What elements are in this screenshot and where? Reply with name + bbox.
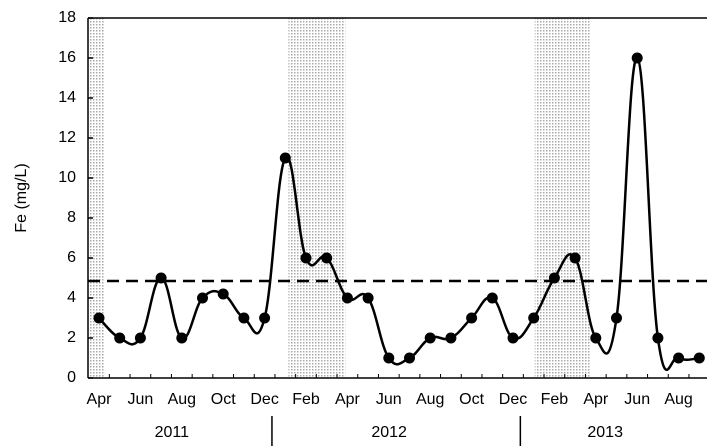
y-tick-label: 0 [67,369,76,386]
y-tick-label: 2 [67,329,76,346]
data-point [424,332,436,344]
data-point [300,252,312,264]
shaded-range [534,18,590,378]
x-tick-label: Aug [168,391,196,408]
data-point [176,332,188,344]
y-tick-label: 8 [67,209,76,226]
y-tick-label: 16 [58,49,76,66]
data-point [93,312,105,324]
data-point [279,152,291,164]
data-point [466,312,478,324]
year-label: 2012 [371,424,407,441]
x-tick-label: Oct [459,391,484,408]
data-point [362,292,374,304]
data-point [569,252,581,264]
data-point [486,292,498,304]
y-axis-label: Fe (mg/L) [13,163,30,232]
data-point [217,288,229,300]
data-point [631,52,643,64]
data-point [507,332,519,344]
y-tick-label: 14 [58,89,76,106]
x-tick-label: Aug [664,391,692,408]
x-tick-label: Feb [292,391,320,408]
shaded-range [88,18,105,378]
data-point [548,272,560,284]
x-tick-label: Jun [376,391,402,408]
x-tick-label: Jun [128,391,154,408]
data-point [321,252,333,264]
data-point [652,332,664,344]
data-point [114,332,126,344]
series-line [98,56,700,371]
data-point [383,352,395,364]
x-tick-label: Aug [416,391,444,408]
data-point [238,312,250,324]
data-point [197,292,208,304]
data-point [134,332,146,344]
data-point [528,312,540,324]
data-point [673,352,685,364]
x-tick-label: Dec [499,391,527,408]
x-tick-label: Oct [211,391,236,408]
year-label: 2013 [587,424,623,441]
data-point [404,352,415,364]
x-tick-label: Apr [583,391,609,408]
data-point [590,332,602,344]
x-tick-label: Apr [87,391,113,408]
x-tick-label: Dec [250,391,278,408]
x-tick-label: Feb [541,391,569,408]
y-tick-label: 6 [67,249,76,266]
shaded-range [288,18,346,378]
x-tick-label: Apr [335,391,361,408]
data-point [259,312,271,324]
y-tick-label: 4 [67,289,76,306]
y-tick-label: 18 [58,9,76,26]
y-tick-label: 12 [58,129,76,146]
data-point [445,332,457,344]
year-label: 2011 [155,424,190,441]
x-tick-label: Jun [624,391,650,408]
data-point [611,312,622,324]
data-point [693,352,705,364]
data-point [341,292,353,304]
y-tick-label: 10 [58,169,76,186]
data-point [155,272,167,284]
